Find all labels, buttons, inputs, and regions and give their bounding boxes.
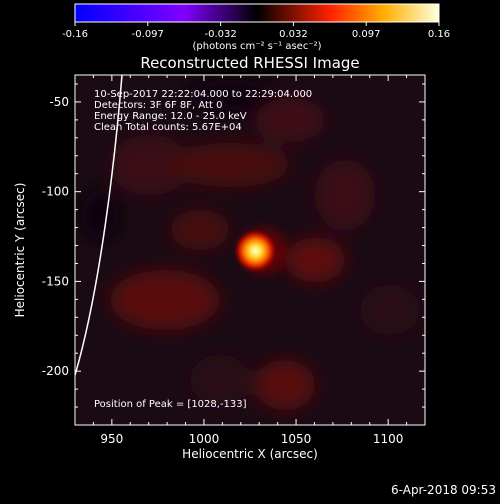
info-annotations: 10-Sep-2017 22:22:04.000 to 22:29:04.000… [94, 89, 312, 133]
heatmap-region [185, 80, 275, 110]
x-tick-label: 1050 [281, 432, 312, 446]
colorbar-tick-label: 0.097 [352, 29, 381, 40]
annotation-line: Energy Range: 12.0 - 25.0 keV [94, 111, 247, 122]
heatmap-region [315, 160, 375, 230]
heatmap-region [110, 270, 220, 330]
x-tick-label: 1000 [189, 432, 220, 446]
heatmap-region [255, 360, 315, 410]
colorbar-tick-label: -0.16 [62, 29, 88, 40]
solar-limb-curve [75, 75, 123, 376]
heatmap-region [360, 285, 420, 335]
y-tick-label: -200 [42, 364, 69, 378]
heatmap-region [82, 190, 118, 240]
heatmap-region [170, 143, 290, 187]
y-axis-ticks: -50 -100 -150 -200 [42, 83, 425, 426]
y-axis-label: Heliocentric Y (arcsec) [13, 183, 27, 318]
plot-frame [74, 74, 426, 426]
colorbar-ticks: -0.16 -0.097 -0.032 0.032 0.097 0.16 [62, 22, 450, 40]
peak-position-label: Position of Peak = [1028,-133] [94, 399, 247, 410]
heatmap-region [170, 210, 230, 250]
heatmap-region [285, 238, 345, 282]
colorbar-unit-label: (photons cm⁻² s⁻¹ asec⁻²) [192, 41, 321, 52]
heatmap-region [190, 355, 250, 405]
annotation-line: Clean Total counts: 5.67E+04 [94, 122, 242, 133]
chart-title: Reconstructed RHESSI Image [140, 54, 359, 72]
colorbar-tick-label: -0.097 [132, 29, 164, 40]
heatmap-blobs [82, 80, 420, 410]
x-axis-label: Heliocentric X (arcsec) [182, 447, 318, 461]
annotation-line: Detectors: 3F 6F 8F, Att 0 [94, 100, 222, 111]
colorbar-gradient [74, 3, 440, 23]
y-tick-label: -50 [49, 95, 69, 109]
plot-area [75, 75, 425, 425]
heatmap-region [255, 98, 325, 142]
colorbar-tick-label: 0.16 [428, 29, 450, 40]
colorbar: -0.16 -0.097 -0.032 0.032 0.097 0.16 (photons… [62, 3, 450, 52]
colorbar-tick-label: 0.032 [279, 29, 308, 40]
x-tick-label: 1100 [373, 432, 404, 446]
colorbar-tick-label: -0.032 [204, 29, 236, 40]
footer-date: 6-Apr-2018 09:53 [391, 483, 496, 497]
peak-core [233, 228, 278, 273]
peak-source [233, 226, 288, 275]
heatmap-region [110, 135, 190, 195]
annotation-line: 10-Sep-2017 22:22:04.000 to 22:29:04.000 [94, 89, 312, 100]
x-axis-ticks: 950 1000 1050 1100 [74, 75, 426, 446]
y-tick-label: -100 [42, 185, 69, 199]
x-tick-label: 950 [100, 432, 123, 446]
y-tick-label: -150 [42, 274, 69, 288]
